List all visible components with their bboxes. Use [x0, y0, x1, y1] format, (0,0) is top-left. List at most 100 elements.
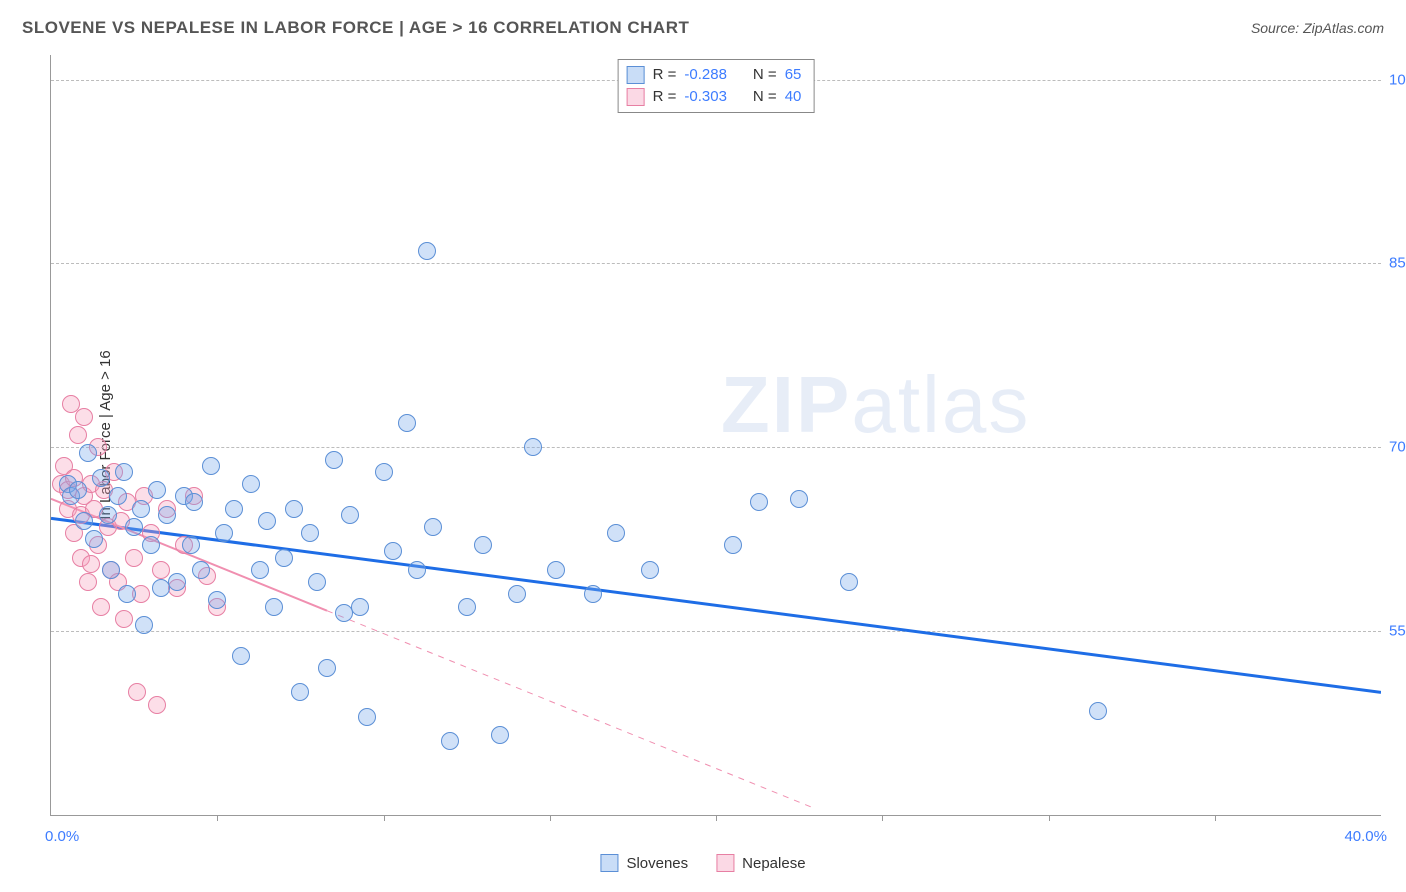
chart-header: SLOVENE VS NEPALESE IN LABOR FORCE | AGE…	[22, 18, 1384, 38]
data-point-slovenes	[291, 683, 309, 701]
data-point-nepalese	[152, 561, 170, 579]
data-point-slovenes	[251, 561, 269, 579]
data-point-slovenes	[185, 493, 203, 511]
data-point-slovenes	[258, 512, 276, 530]
data-point-slovenes	[285, 500, 303, 518]
data-point-slovenes	[265, 598, 283, 616]
correlation-stats-box: R = -0.288 N = 65 R = -0.303 N = 40	[618, 59, 815, 113]
legend: Slovenes Nepalese	[600, 854, 805, 872]
data-point-slovenes	[840, 573, 858, 591]
legend-item: Slovenes	[600, 854, 688, 872]
data-point-slovenes	[102, 561, 120, 579]
data-point-slovenes	[202, 457, 220, 475]
data-point-slovenes	[547, 561, 565, 579]
data-point-slovenes	[724, 536, 742, 554]
data-point-nepalese	[79, 573, 97, 591]
data-point-slovenes	[474, 536, 492, 554]
legend-label: Nepalese	[742, 855, 805, 872]
data-point-slovenes	[85, 530, 103, 548]
data-point-slovenes	[158, 506, 176, 524]
r-label: R =	[653, 86, 677, 108]
data-point-slovenes	[441, 732, 459, 750]
data-point-slovenes	[225, 500, 243, 518]
data-point-slovenes	[182, 536, 200, 554]
data-point-slovenes	[152, 579, 170, 597]
legend-swatch	[627, 66, 645, 84]
data-point-slovenes	[408, 561, 426, 579]
data-point-slovenes	[142, 536, 160, 554]
data-point-slovenes	[148, 481, 166, 499]
x-tick	[882, 815, 883, 821]
gridline	[51, 447, 1381, 448]
data-point-slovenes	[491, 726, 509, 744]
data-point-slovenes	[69, 481, 87, 499]
x-tick	[217, 815, 218, 821]
y-tick-label: 85.0%	[1389, 255, 1406, 272]
data-point-slovenes	[318, 659, 336, 677]
data-point-slovenes	[358, 708, 376, 726]
data-point-nepalese	[148, 696, 166, 714]
y-tick-label: 70.0%	[1389, 439, 1406, 456]
chart-title: SLOVENE VS NEPALESE IN LABOR FORCE | AGE…	[22, 18, 689, 38]
data-point-slovenes	[641, 561, 659, 579]
data-point-slovenes	[79, 444, 97, 462]
data-point-slovenes	[115, 463, 133, 481]
data-point-slovenes	[168, 573, 186, 591]
x-tick	[550, 815, 551, 821]
data-point-slovenes	[524, 438, 542, 456]
legend-swatch	[600, 854, 618, 872]
r-label: R =	[653, 64, 677, 86]
data-point-slovenes	[375, 463, 393, 481]
data-point-slovenes	[790, 490, 808, 508]
data-point-slovenes	[508, 585, 526, 603]
data-point-slovenes	[458, 598, 476, 616]
data-point-nepalese	[92, 598, 110, 616]
source-attribution: Source: ZipAtlas.com	[1251, 20, 1384, 36]
legend-label: Slovenes	[626, 855, 688, 872]
data-point-slovenes	[132, 500, 150, 518]
n-value: 65	[785, 64, 802, 86]
data-point-slovenes	[424, 518, 442, 536]
data-point-slovenes	[109, 487, 127, 505]
x-tick	[716, 815, 717, 821]
stats-row: R = -0.303 N = 40	[627, 86, 802, 108]
x-tick	[1049, 815, 1050, 821]
gridline	[51, 263, 1381, 264]
data-point-slovenes	[125, 518, 143, 536]
data-point-nepalese	[82, 555, 100, 573]
data-point-slovenes	[341, 506, 359, 524]
data-point-slovenes	[584, 585, 602, 603]
data-point-slovenes	[275, 549, 293, 567]
n-label: N =	[753, 86, 777, 108]
data-point-slovenes	[135, 616, 153, 634]
data-point-slovenes	[398, 414, 416, 432]
data-point-slovenes	[99, 506, 117, 524]
data-point-nepalese	[75, 408, 93, 426]
data-point-nepalese	[128, 683, 146, 701]
data-point-slovenes	[215, 524, 233, 542]
data-point-slovenes	[325, 451, 343, 469]
data-point-slovenes	[242, 475, 260, 493]
data-point-slovenes	[607, 524, 625, 542]
data-point-slovenes	[208, 591, 226, 609]
legend-item: Nepalese	[716, 854, 805, 872]
data-point-slovenes	[308, 573, 326, 591]
r-value: -0.303	[684, 86, 727, 108]
data-point-nepalese	[115, 610, 133, 628]
data-point-slovenes	[351, 598, 369, 616]
data-point-slovenes	[92, 469, 110, 487]
data-point-slovenes	[1089, 702, 1107, 720]
data-point-slovenes	[750, 493, 768, 511]
data-point-nepalese	[125, 549, 143, 567]
x-tick	[1215, 815, 1216, 821]
n-label: N =	[753, 64, 777, 86]
r-value: -0.288	[684, 64, 727, 86]
gridline	[51, 631, 1381, 632]
data-point-slovenes	[75, 512, 93, 530]
y-tick-label: 55.0%	[1389, 623, 1406, 640]
scatter-chart: In Labor Force | Age > 16 55.0%70.0%85.0…	[50, 55, 1381, 816]
data-point-slovenes	[418, 242, 436, 260]
n-value: 40	[785, 86, 802, 108]
legend-swatch	[716, 854, 734, 872]
trend-lines	[51, 55, 1381, 815]
